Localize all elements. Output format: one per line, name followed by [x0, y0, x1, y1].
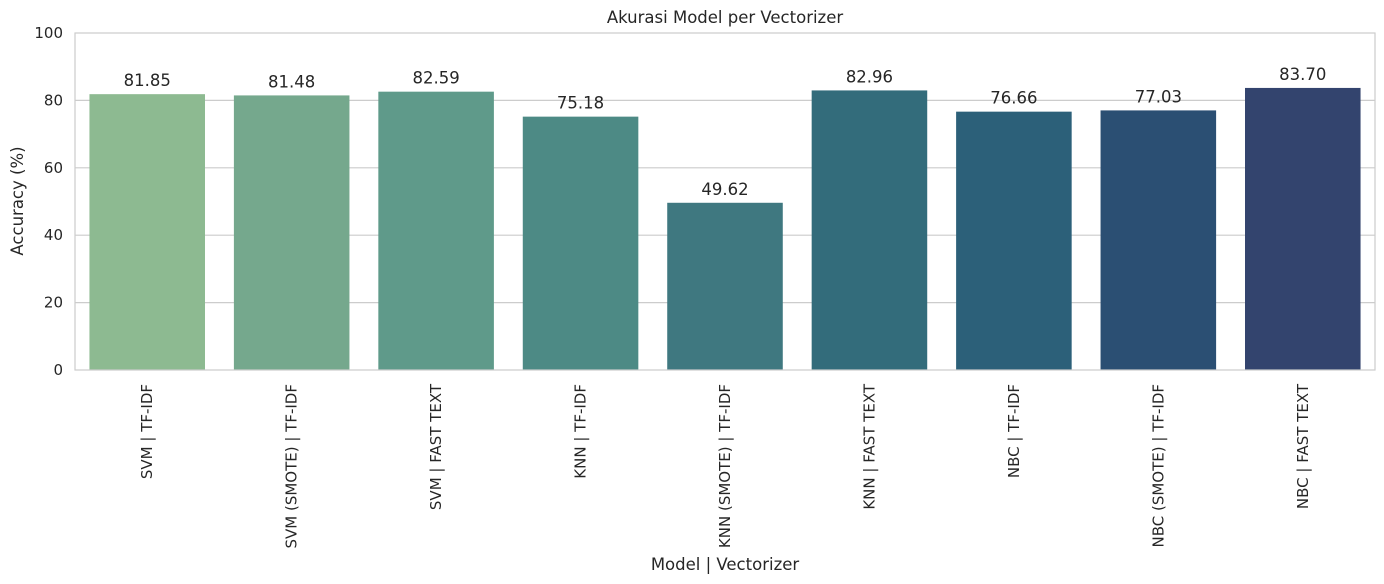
bars	[89, 87, 1361, 371]
x-tick-label: KNN | TF-IDF	[572, 384, 590, 479]
bar	[378, 91, 494, 371]
x-tick-label: NBC (SMOTE) | TF-IDF	[1149, 384, 1167, 548]
bar	[1100, 110, 1217, 370]
y-tick-label: 40	[44, 226, 63, 244]
bar	[233, 95, 350, 370]
x-tick-label: NBC | FAST TEXT	[1294, 383, 1312, 509]
chart-title: Akurasi Model per Vectorizer	[607, 8, 844, 27]
y-axis-title: Accuracy (%)	[8, 146, 27, 255]
bar	[667, 202, 783, 370]
bar-value-label: 75.18	[557, 94, 604, 113]
bar	[811, 90, 928, 370]
x-tick-label: KNN (SMOTE) | TF-IDF	[716, 384, 734, 548]
y-tick-label: 20	[44, 294, 63, 312]
bar-value-label: 83.70	[1279, 65, 1326, 84]
y-tick-label: 100	[34, 24, 63, 42]
bar	[89, 94, 205, 370]
x-tick-label: SVM (SMOTE) | TF-IDF	[283, 384, 301, 549]
x-axis-title: Model | Vectorizer	[651, 555, 800, 574]
bar-labels: 81.85 81.48 82.59 75.18 49.62 82.96 76.66 77.03…	[124, 65, 1327, 199]
bar-value-label: 82.96	[846, 67, 893, 86]
plot-frame	[74, 32, 1376, 371]
y-tick-label: 60	[44, 159, 63, 177]
bar-value-label: 77.03	[1135, 87, 1182, 106]
y-axis-ticks: 0 20 40 60 80 100	[34, 24, 63, 379]
bar	[522, 116, 639, 370]
bar-value-label: 82.59	[412, 69, 459, 88]
bar	[956, 111, 1072, 371]
bar-value-label: 81.48	[268, 72, 315, 91]
bar-value-label: 76.66	[990, 89, 1037, 108]
bar-value-label: 81.85	[124, 71, 171, 90]
x-tick-label: KNN | FAST TEXT	[860, 383, 878, 509]
bar-value-label: 49.62	[701, 180, 748, 199]
x-axis-ticks: SVM | TF-IDF SVM (SMOTE) | TF-IDF SVM | FA…	[138, 383, 1312, 548]
y-tick-label: 80	[44, 91, 63, 109]
x-tick-label: SVM | FAST TEXT	[427, 383, 445, 510]
y-tick-label: 0	[53, 361, 63, 379]
x-tick-label: SVM | TF-IDF	[138, 384, 156, 479]
x-tick-label: NBC | TF-IDF	[1005, 384, 1023, 478]
bar	[1245, 87, 1361, 370]
